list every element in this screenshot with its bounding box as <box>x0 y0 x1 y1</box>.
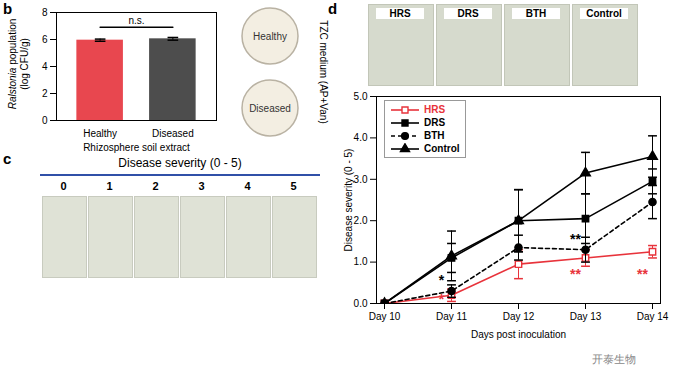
svg-text:Day 11: Day 11 <box>436 311 467 322</box>
html-text:4: 4 <box>244 180 251 192</box>
html-text:BTH: BTH <box>424 130 445 141</box>
svg-text:*: * <box>439 272 445 288</box>
html-text:开泰生物: 开泰生物 <box>592 353 636 365</box>
svg-text:0: 0 <box>42 115 48 126</box>
svg-text:2: 2 <box>42 88 48 99</box>
svg-text:TZC medium (AP+Van): TZC medium (AP+Van) <box>318 20 329 123</box>
svg-text:4.0: 4.0 <box>354 132 368 143</box>
svg-text:Healthy: Healthy <box>253 31 287 42</box>
svg-text:*: * <box>439 291 445 307</box>
html-text:0: 0 <box>60 180 67 192</box>
html-text:(log CFU/g): (log CFU/g) <box>19 38 30 90</box>
html-text:Disease severity (0 - 5): Disease severity (0 - 5) <box>118 156 242 170</box>
html-text:Control: Control <box>424 143 460 154</box>
html-text:5: 5 <box>290 180 297 192</box>
svg-text:Day 10: Day 10 <box>369 311 401 322</box>
html-text:population: population <box>7 18 18 68</box>
svg-text:Day 13: Day 13 <box>570 311 602 322</box>
html-text:1: 1 <box>106 180 113 192</box>
html-text:Control: Control <box>586 8 622 19</box>
html-text:HRS: HRS <box>389 8 411 19</box>
html-text:d: d <box>328 0 338 17</box>
html-text:HRS: HRS <box>424 104 446 115</box>
svg-text:8: 8 <box>42 7 48 18</box>
svg-text:**: ** <box>637 266 648 282</box>
svg-text:**: ** <box>570 231 581 247</box>
svg-text:0.0: 0.0 <box>354 298 368 309</box>
svg-text:Day 12: Day 12 <box>503 311 535 322</box>
html-text:BTH: BTH <box>525 8 547 19</box>
html-text:3: 3 <box>198 180 205 192</box>
svg-text:1.0: 1.0 <box>354 256 368 267</box>
html-text:b: b <box>3 0 13 17</box>
svg-text:Disease severity (0 - 5): Disease severity (0 - 5) <box>343 149 354 252</box>
html-text:2: 2 <box>152 180 159 192</box>
html-text:DRS: DRS <box>457 8 479 19</box>
html-text:Ralstonia: Ralstonia <box>7 67 18 110</box>
html-text:DRS: DRS <box>424 117 446 128</box>
svg-text:Days post inoculation: Days post inoculation <box>471 329 566 340</box>
svg-text:Healthy: Healthy <box>83 128 117 139</box>
svg-text:5.0: 5.0 <box>354 91 368 102</box>
svg-text:6: 6 <box>42 34 48 45</box>
svg-text:Rhizosphere soil extract: Rhizosphere soil extract <box>83 142 190 153</box>
svg-text:4: 4 <box>42 61 48 72</box>
svg-text:Diseased: Diseased <box>249 103 291 114</box>
svg-text:Day 14: Day 14 <box>637 311 669 322</box>
html-text:c: c <box>3 150 12 167</box>
svg-text:**: ** <box>570 266 581 282</box>
svg-text:3.0: 3.0 <box>354 174 368 185</box>
svg-text:2.0: 2.0 <box>354 215 368 226</box>
svg-text:n.s.: n.s. <box>128 15 144 26</box>
svg-text:Diseased: Diseased <box>152 128 194 139</box>
